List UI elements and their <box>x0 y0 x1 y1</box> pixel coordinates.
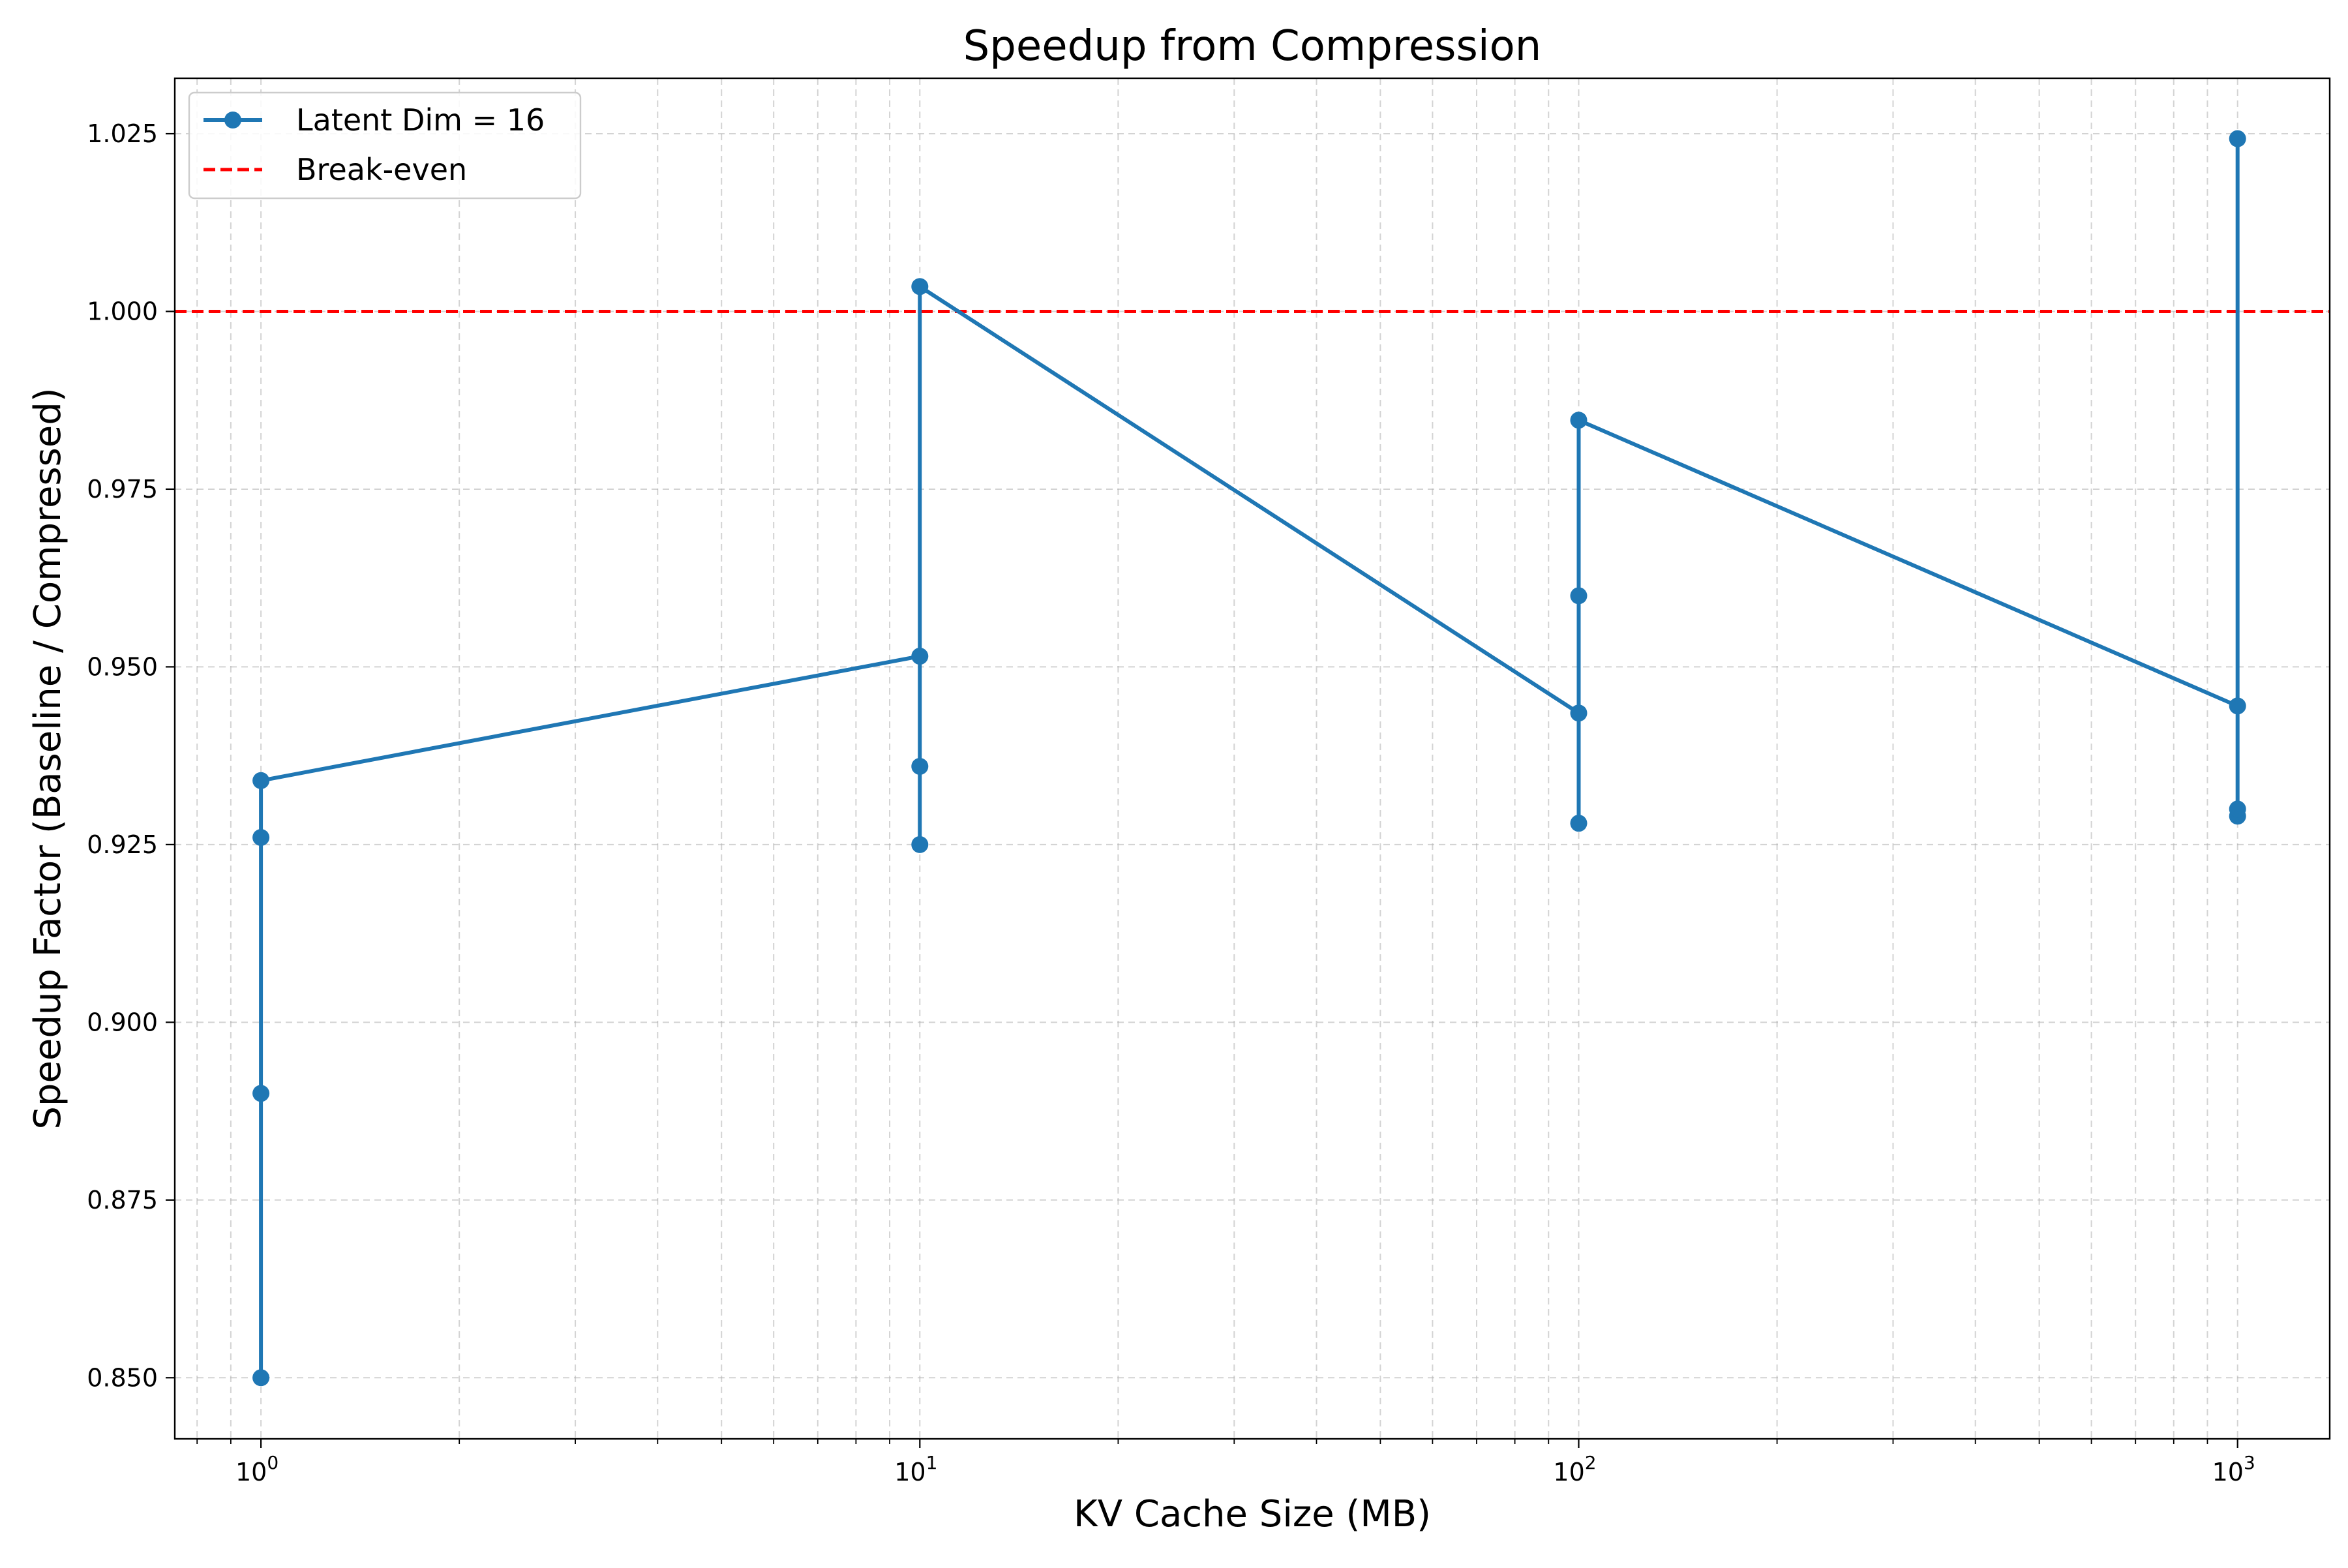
data-point <box>911 836 929 853</box>
data-point <box>2229 130 2246 147</box>
data-point <box>2229 800 2246 818</box>
legend-box <box>188 91 582 200</box>
x-tick-label-exponent: 1 <box>926 1452 938 1473</box>
data-point <box>1570 587 1588 605</box>
y-tick-label: 0.975 <box>87 475 158 504</box>
x-tick-label-exponent: 3 <box>2244 1452 2255 1473</box>
y-tick-label: 1.025 <box>87 119 158 148</box>
grid-layer <box>175 78 2330 1439</box>
chart-title: Speedup from Compression <box>963 22 1542 70</box>
data-point <box>1570 704 1588 722</box>
legend-break-even-label: Break-even <box>296 152 467 187</box>
y-tick-label: 0.850 <box>87 1363 158 1392</box>
data-point <box>911 278 929 295</box>
data-point <box>252 1085 270 1102</box>
legend: Latent Dim = 16 Break-even <box>188 91 582 200</box>
x-tick-label-exponent: 2 <box>1585 1452 1597 1473</box>
data-point <box>2229 697 2246 715</box>
data-point <box>252 772 270 789</box>
data-point <box>911 648 929 665</box>
plot-frame <box>173 77 2331 1440</box>
y-tick-label: 0.900 <box>87 1008 158 1036</box>
data-point <box>252 828 270 846</box>
series-layer <box>252 130 2246 1387</box>
x-axis-label: KV Cache Size (MB) <box>1074 1493 1431 1535</box>
y-tick-label: 1.000 <box>87 297 158 325</box>
y-tick-label: 0.950 <box>87 652 158 681</box>
y-tick-label: 0.925 <box>87 830 158 859</box>
series-line <box>259 138 2240 1378</box>
x-tick-label-exponent: 0 <box>267 1452 278 1473</box>
y-axis-label: Speedup Factor (Baseline / Compressed) <box>27 387 69 1129</box>
legend-series-marker <box>224 112 241 128</box>
data-point <box>911 757 929 775</box>
data-point <box>252 1369 270 1387</box>
legend-series-label: Latent Dim = 16 <box>296 102 545 138</box>
y-tick-label: 0.875 <box>87 1186 158 1214</box>
data-point <box>1570 815 1588 832</box>
data-point <box>1570 412 1588 429</box>
